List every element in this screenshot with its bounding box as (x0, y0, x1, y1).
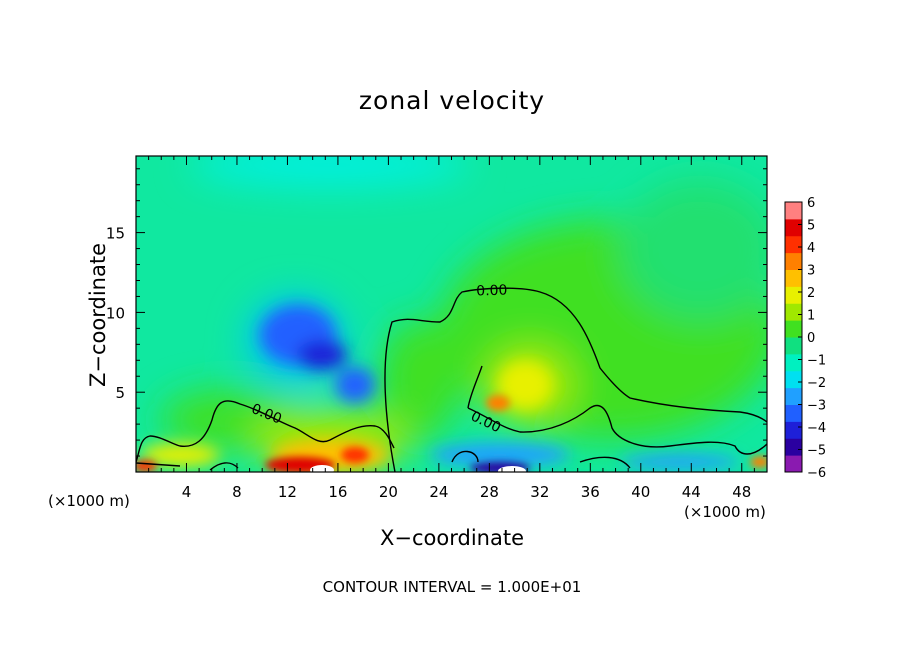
chart-title: zonal velocity (358, 86, 546, 115)
colorbar-tick-label: 3 (807, 264, 815, 279)
colorbar-swatch (785, 320, 802, 338)
x-tick-label: 16 (328, 483, 347, 501)
colorbar-tick-label: 1 (807, 309, 815, 324)
colorbar-swatch (785, 353, 802, 372)
x-axis: 4 8 12 16 20 24 28 32 36 40 44 48 (148, 156, 755, 501)
x-tick-label: 20 (379, 483, 398, 501)
colorbar-tick-label: −6 (807, 466, 826, 481)
x-unit-label-left: (×1000 m) (48, 492, 130, 510)
colorbar-tick-label: −2 (807, 376, 826, 391)
colorbar-tick-label: −5 (807, 444, 826, 459)
contour-interval-note: CONTOUR INTERVAL = 1.000E+01 (322, 578, 582, 596)
colorbar-swatch (785, 337, 802, 355)
x-tick-label: 48 (732, 483, 751, 501)
colorbar-swatch (785, 269, 802, 287)
zero-contour-bottom (136, 450, 631, 471)
x-tick-label: 28 (480, 483, 499, 501)
colorbar-swatch (785, 370, 802, 389)
zero-contour-main (384, 287, 767, 472)
x-tick-label: 8 (232, 483, 242, 501)
velocity-field (136, 156, 767, 472)
colorbar-swatch (785, 421, 802, 439)
x-axis-label: X−coordinate (380, 526, 524, 550)
colorbar: 6 5 4 3 2 1 0 −1 −2 −3 −4 −5 −6 (784, 196, 826, 481)
zero-contours (136, 287, 767, 472)
colorbar-tick-label: 4 (807, 241, 815, 256)
colorbar-tick-label: −4 (807, 421, 826, 436)
colorbar-tick-label: 2 (807, 286, 815, 301)
x-tick-label: 4 (182, 483, 192, 501)
colorbar-swatch (785, 387, 802, 405)
x-tick-label: 12 (278, 483, 297, 501)
x-tick-label: 44 (682, 483, 701, 501)
colorbar-swatch (785, 218, 802, 237)
y-tick-label: 15 (106, 225, 125, 243)
colorbar-tick-label: −1 (807, 354, 826, 369)
x-tick-label: 36 (581, 483, 600, 501)
colorbar-swatch (785, 404, 802, 422)
colorbar-tick-label: 5 (807, 219, 815, 234)
colorbar-swatch (785, 286, 802, 304)
y-axis-label: Z−coordinate (86, 243, 110, 387)
zero-contour-left (136, 400, 395, 463)
zero-contour-lower (467, 365, 767, 455)
colorbar-tick-label: 0 (807, 331, 815, 346)
x-tick-label: 24 (429, 483, 448, 501)
colorbar-swatch (785, 303, 802, 321)
colorbar-swatch (785, 235, 802, 254)
y-tick-label: 10 (106, 304, 125, 322)
x-tick-label: 40 (631, 483, 650, 501)
x-tick-label: 32 (530, 483, 549, 501)
y-tick-label: 5 (115, 384, 125, 402)
y-axis: 5 10 15 (106, 168, 767, 457)
contour-label: 0.00 (476, 282, 508, 299)
x-unit-label-right: (×1000 m) (684, 503, 766, 521)
colorbar-tick-label: 6 (807, 196, 815, 211)
colorbar-swatch (785, 202, 802, 220)
colorbar-swatch (785, 252, 802, 270)
colorbar-swatch (785, 438, 802, 456)
colorbar-tick-label: −3 (807, 399, 826, 414)
colorbar-swatch (785, 455, 802, 473)
